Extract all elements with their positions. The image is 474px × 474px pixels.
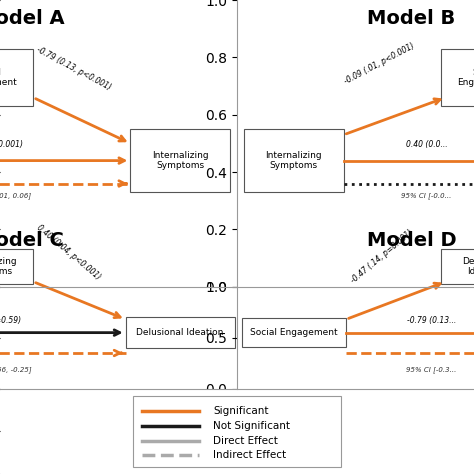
Text: Significant: Significant: [213, 406, 269, 416]
Text: 95% CI [-0.01, 0.06]: 95% CI [-0.01, 0.06]: [0, 192, 31, 199]
Text: Internalizing
Symptoms: Internalizing Symptoms: [152, 151, 209, 170]
Text: Social Engagement: Social Engagement: [250, 328, 337, 337]
FancyBboxPatch shape: [0, 248, 33, 284]
Text: Model B: Model B: [367, 9, 456, 27]
FancyBboxPatch shape: [126, 318, 235, 348]
Text: Delusional Ideation: Delusional Ideation: [137, 328, 224, 337]
Text: Indirect Effect: Indirect Effect: [213, 450, 286, 460]
Text: 0.40 (0.04, p<0.001): 0.40 (0.04, p<0.001): [35, 223, 102, 282]
Text: 95% CI [-0.56, -0.25]: 95% CI [-0.56, -0.25]: [0, 366, 32, 373]
Text: Delusional
Ideation: Delusional Ideation: [462, 257, 474, 276]
Text: -0.47 (.14, p=0.001): -0.47 (.14, p=0.001): [349, 228, 414, 285]
FancyBboxPatch shape: [441, 49, 474, 106]
Text: 95% CI [-0.0...: 95% CI [-0.0...: [401, 192, 452, 199]
FancyBboxPatch shape: [0, 49, 33, 106]
Text: Internalizing
Symptoms: Internalizing Symptoms: [265, 151, 322, 170]
Text: Not Significant: Not Significant: [213, 421, 290, 431]
Text: Direct Effect: Direct Effect: [213, 436, 278, 446]
Text: -0.79 (0.13...: -0.79 (0.13...: [407, 317, 456, 326]
Text: 95% CI [-0.3...: 95% CI [-0.3...: [406, 366, 456, 373]
FancyBboxPatch shape: [242, 319, 346, 347]
Text: -0.79 (0.13, p<0.001): -0.79 (0.13, p<0.001): [35, 45, 112, 92]
Text: Model A: Model A: [0, 9, 65, 27]
Text: (.04, p<0.001): (.04, p<0.001): [0, 140, 23, 149]
Text: Internalizing
Symptoms: Internalizing Symptoms: [0, 257, 17, 276]
Text: Social
Engagement: Social Engagement: [0, 68, 17, 87]
Text: 0.40 (0.0...: 0.40 (0.0...: [406, 140, 447, 149]
Text: -0.09 (.01, p<0.001): -0.09 (.01, p<0.001): [343, 41, 416, 86]
Text: Model D: Model D: [367, 231, 457, 250]
Text: Social
Engagement: Social Engagement: [457, 68, 474, 87]
FancyBboxPatch shape: [244, 129, 344, 192]
Text: (.14, p=0.59): (.14, p=0.59): [0, 317, 21, 326]
Text: Model C: Model C: [0, 231, 64, 250]
FancyBboxPatch shape: [133, 395, 341, 467]
FancyBboxPatch shape: [441, 248, 474, 284]
FancyBboxPatch shape: [130, 129, 230, 192]
